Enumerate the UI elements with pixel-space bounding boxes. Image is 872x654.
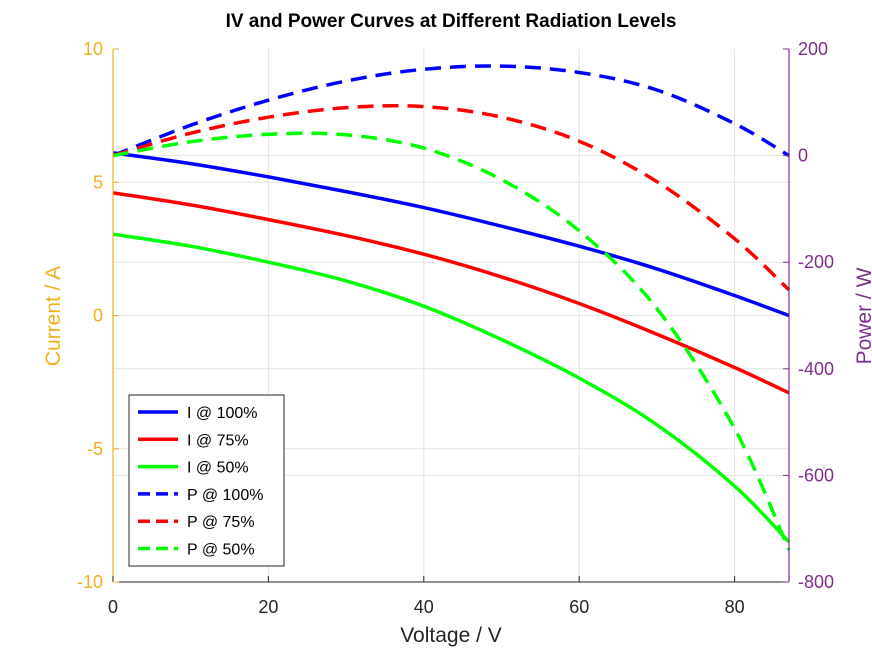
legend-label: I @ 75%	[187, 432, 249, 449]
right-y-axis-label: Power / W	[853, 267, 872, 364]
chart-title: IV and Power Curves at Different Radiati…	[226, 11, 677, 32]
legend: I @ 100% I @ 75% I @ 50% P @ 100% P @ 75% P @…	[128, 394, 285, 567]
right-y-tick-label: -400	[798, 359, 834, 379]
axes: 0 20 40 60 80 -10 -5 0 5 10 -800 -600 -400 -200 0 200	[77, 39, 834, 617]
series-line	[112, 64, 790, 158]
legend-label: I @ 100%	[187, 405, 258, 422]
legend-label: P @ 50%	[187, 542, 255, 559]
x-axis-label: Voltage / V	[400, 624, 502, 647]
right-y-tick-label: 200	[798, 39, 828, 59]
series-line	[112, 131, 791, 551]
x-tick-label: 0	[108, 597, 118, 617]
legend-label: I @ 50%	[187, 460, 249, 477]
left-y-axis-label: Current / A	[42, 266, 65, 366]
series-line	[112, 232, 791, 544]
right-y-tick-label: 0	[798, 146, 808, 166]
plot-area	[112, 64, 791, 551]
right-y-tick-label: -600	[798, 465, 834, 485]
series-line	[112, 151, 790, 318]
x-tick-label: 80	[725, 597, 745, 617]
right-y-tick-label: -200	[798, 252, 834, 272]
left-y-tick-label: 10	[83, 39, 103, 59]
series-line	[112, 104, 791, 292]
x-tick-label: 60	[569, 597, 589, 617]
right-y-tick-label: -800	[798, 572, 834, 592]
legend-label: P @ 100%	[187, 487, 263, 504]
legend-box	[128, 394, 285, 567]
series-line	[112, 191, 790, 395]
x-tick-label: 20	[258, 597, 278, 617]
x-tick-label: 40	[414, 597, 434, 617]
left-y-tick-label: -5	[87, 439, 103, 459]
left-y-tick-label: -10	[77, 572, 103, 592]
left-y-tick-label: 0	[93, 306, 103, 326]
legend-label: P @ 75%	[187, 514, 255, 531]
left-y-tick-label: 5	[93, 172, 103, 192]
